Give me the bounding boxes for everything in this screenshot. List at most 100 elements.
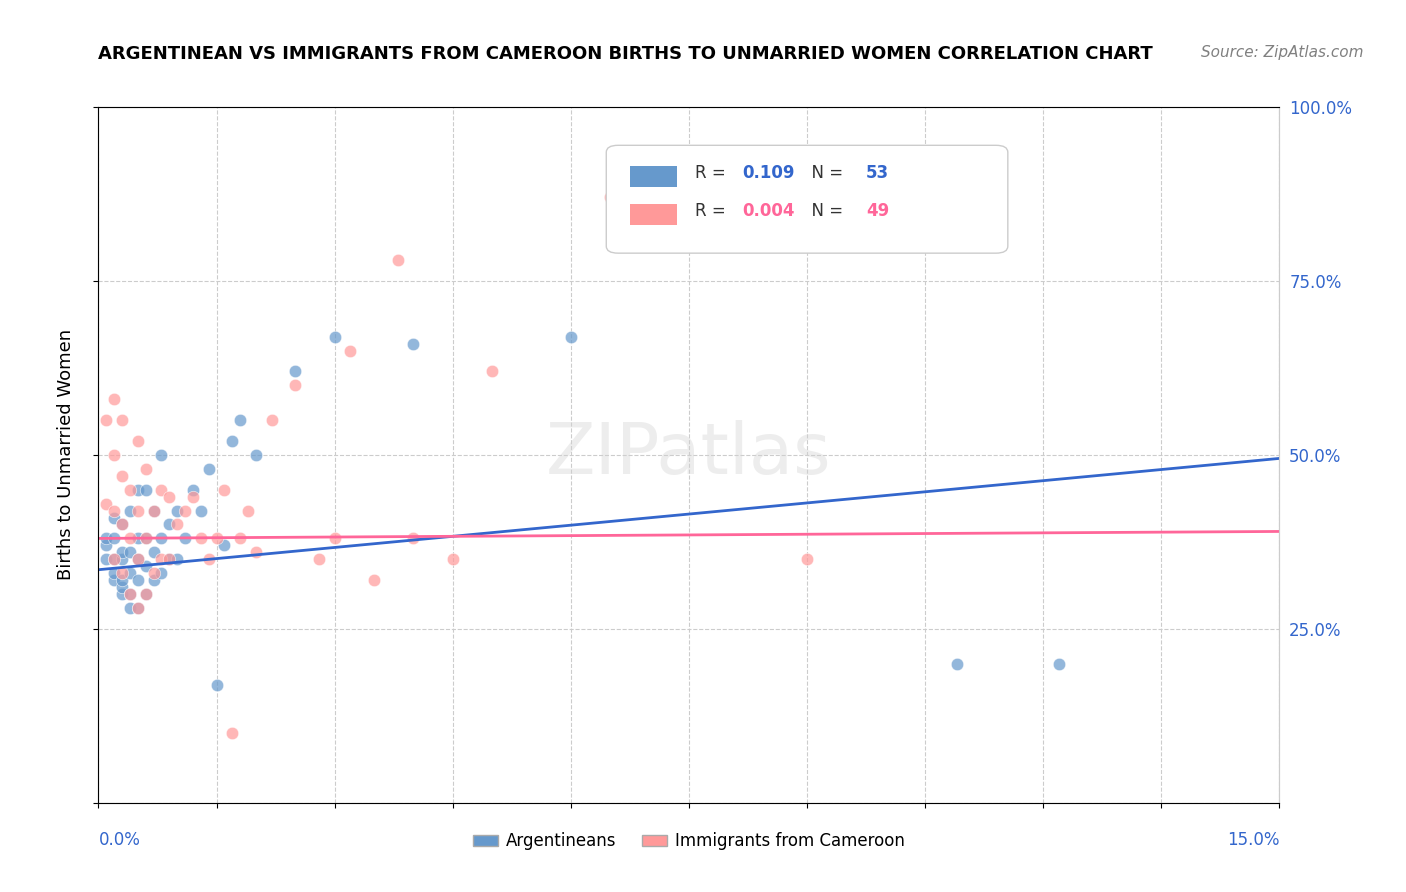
Point: [157, 490, 180, 504]
Point: [135, 587, 157, 601]
Point: [135, 559, 157, 574]
Point: [150, 483, 173, 497]
Point: [599, 190, 621, 204]
Point: [157, 552, 180, 566]
Point: [181, 483, 204, 497]
Point: [96, 552, 118, 566]
Point: [103, 573, 125, 587]
Point: [127, 434, 149, 448]
Point: [127, 601, 149, 615]
Point: [402, 532, 425, 546]
Text: 53: 53: [866, 164, 889, 182]
Point: [103, 510, 125, 524]
Point: [127, 483, 149, 497]
Point: [111, 517, 134, 532]
Point: [111, 566, 134, 581]
Point: [111, 587, 134, 601]
Point: [214, 538, 236, 552]
Point: [1047, 657, 1070, 671]
Point: [197, 552, 219, 566]
Point: [135, 587, 157, 601]
Point: [111, 545, 134, 559]
Point: [127, 573, 149, 587]
Point: [157, 552, 180, 566]
Point: [221, 434, 243, 448]
Point: [135, 483, 157, 497]
Point: [197, 462, 219, 476]
Point: [111, 552, 134, 566]
Point: [150, 448, 173, 462]
Point: [127, 532, 149, 546]
Point: [308, 552, 330, 566]
Point: [103, 503, 125, 517]
Bar: [630, 166, 678, 187]
Point: [221, 726, 243, 740]
Point: [142, 573, 165, 587]
Point: [190, 532, 212, 546]
Point: [402, 336, 425, 351]
Point: [166, 503, 188, 517]
Text: N =: N =: [801, 164, 848, 182]
Point: [118, 483, 141, 497]
Point: [111, 573, 134, 587]
Point: [142, 545, 165, 559]
Point: [945, 657, 967, 671]
Point: [181, 490, 204, 504]
Text: R =: R =: [695, 202, 731, 220]
Point: [229, 413, 252, 427]
Point: [205, 532, 228, 546]
Point: [118, 566, 141, 581]
Point: [127, 503, 149, 517]
Text: 0.004: 0.004: [742, 202, 794, 220]
Text: ZIPatlas: ZIPatlas: [546, 420, 832, 490]
Legend: Argentineans, Immigrants from Cameroon: Argentineans, Immigrants from Cameroon: [467, 826, 911, 857]
Point: [157, 517, 180, 532]
Text: 15.0%: 15.0%: [1227, 830, 1279, 848]
Point: [229, 532, 252, 546]
Point: [118, 532, 141, 546]
Point: [150, 532, 173, 546]
Point: [142, 503, 165, 517]
Point: [118, 503, 141, 517]
Point: [118, 587, 141, 601]
Text: 0.109: 0.109: [742, 164, 794, 182]
Point: [560, 329, 582, 343]
Text: R =: R =: [695, 164, 731, 182]
Point: [190, 503, 212, 517]
Point: [96, 532, 118, 546]
Point: [323, 532, 346, 546]
Point: [284, 364, 307, 378]
Point: [205, 677, 228, 691]
Point: [284, 378, 307, 392]
Point: [127, 601, 149, 615]
Point: [103, 552, 125, 566]
Text: 49: 49: [866, 202, 890, 220]
Point: [127, 552, 149, 566]
Text: 0.0%: 0.0%: [98, 830, 141, 848]
Point: [118, 545, 141, 559]
Point: [111, 517, 134, 532]
Point: [214, 483, 236, 497]
Point: [96, 538, 118, 552]
Point: [135, 462, 157, 476]
Point: [103, 448, 125, 462]
Text: Source: ZipAtlas.com: Source: ZipAtlas.com: [1201, 45, 1364, 60]
Point: [96, 413, 118, 427]
Point: [339, 343, 361, 358]
Point: [96, 497, 118, 511]
Point: [118, 601, 141, 615]
Y-axis label: Births to Unmarried Women: Births to Unmarried Women: [56, 329, 75, 581]
Point: [166, 552, 188, 566]
Point: [118, 587, 141, 601]
Point: [166, 517, 188, 532]
Point: [135, 532, 157, 546]
Text: N =: N =: [801, 202, 848, 220]
Bar: [630, 204, 678, 226]
Text: ARGENTINEAN VS IMMIGRANTS FROM CAMEROON BIRTHS TO UNMARRIED WOMEN CORRELATION CH: ARGENTINEAN VS IMMIGRANTS FROM CAMEROON …: [98, 45, 1153, 62]
Point: [174, 532, 197, 546]
Point: [135, 532, 157, 546]
Point: [387, 253, 409, 268]
Point: [363, 573, 385, 587]
Point: [323, 329, 346, 343]
Point: [796, 552, 818, 566]
